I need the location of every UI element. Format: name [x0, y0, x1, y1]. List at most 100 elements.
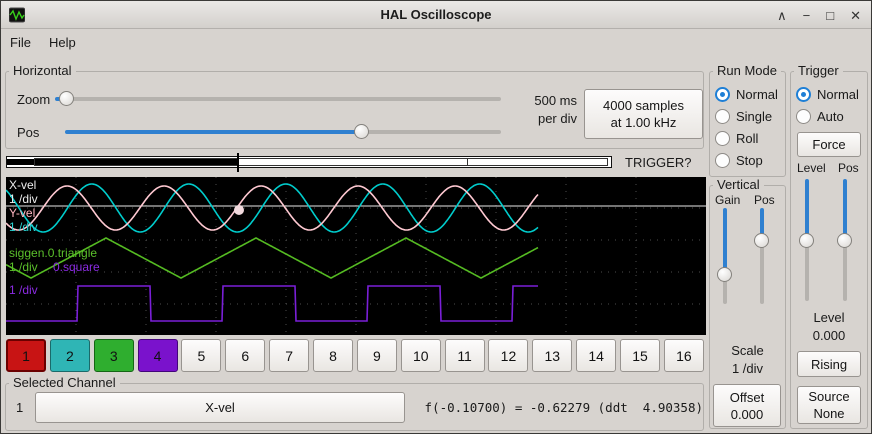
scope-label: Y-vel — [9, 206, 35, 220]
selected-channel-group — [5, 383, 704, 431]
trigger-level-slider-label: Level — [797, 161, 826, 175]
gain-slider-handle[interactable] — [717, 267, 732, 282]
vertical-pos-slider-track[interactable] — [760, 208, 764, 304]
offset-line2: 0.000 — [730, 406, 764, 422]
channel-button-16[interactable]: 16 — [663, 339, 704, 372]
channel-button-14[interactable]: 14 — [576, 339, 617, 372]
channel-button-4[interactable]: 4 — [137, 339, 178, 372]
trigger-pos-slider-label: Pos — [838, 161, 859, 175]
radio-icon[interactable] — [715, 130, 730, 146]
shade-button[interactable]: ∧ — [777, 7, 787, 23]
channel-readout: f(-0.10700) = -0.62279 (ddt 4.90358) — [424, 400, 703, 415]
channel-button-7[interactable]: 7 — [269, 339, 310, 372]
channel-button-13[interactable]: 13 — [532, 339, 573, 372]
minimize-button[interactable]: − — [802, 7, 811, 23]
channel-button-10[interactable]: 10 — [400, 339, 441, 372]
radio-icon[interactable] — [796, 86, 811, 102]
record-window-edge — [467, 158, 468, 166]
radio-icon[interactable] — [715, 86, 730, 102]
horizontal-group-title: Horizontal — [9, 64, 76, 78]
trigger-level-value: 0.000 — [812, 328, 846, 343]
radio-icon[interactable] — [796, 108, 811, 124]
gain-slider-label: Gain — [715, 193, 741, 207]
channel-row: 1 2 3 4 5 6 7 8 9 10 11 12 13 14 15 16 — [6, 339, 704, 372]
source-button[interactable]: Source None — [797, 386, 861, 424]
scope-label: 1 /div — [9, 283, 38, 297]
title-bar: HAL Oscilloscope ∧ − □ ✕ — [1, 1, 871, 29]
channel-name-button[interactable]: X-vel — [35, 392, 405, 423]
scope-label: 1 /div — [9, 260, 38, 274]
trigger-pos-slider-handle[interactable] — [837, 233, 852, 248]
radio-label: Normal — [817, 86, 859, 102]
radio-icon[interactable] — [715, 108, 730, 124]
channel-button-3[interactable]: 3 — [93, 339, 134, 372]
channel-button-15[interactable]: 15 — [620, 339, 661, 372]
record-window — [34, 158, 608, 166]
close-button[interactable]: ✕ — [850, 7, 861, 23]
triangle-wave — [6, 237, 539, 279]
x-vel-wave — [6, 183, 539, 233]
vertical-pos-slider-label: Pos — [754, 193, 775, 207]
radio-label: Stop — [736, 152, 763, 168]
channel-button-9[interactable]: 9 — [356, 339, 397, 372]
rising-button[interactable]: Rising — [797, 351, 861, 377]
samples-line1: 4000 samples — [603, 98, 684, 113]
scope-label: siggen.0.triangle — [9, 246, 97, 260]
force-button[interactable]: Force — [797, 132, 861, 157]
channel-button-12[interactable]: 12 — [488, 339, 529, 372]
scope-label: 0.square — [53, 260, 100, 274]
selected-channel-number: 1 — [16, 400, 24, 415]
app-icon — [9, 7, 25, 23]
radio-label: Normal — [736, 86, 778, 102]
selected-channel-title: Selected Channel — [9, 376, 120, 390]
channel-button-6[interactable]: 6 — [225, 339, 266, 372]
channel-button-11[interactable]: 11 — [444, 339, 485, 372]
samples-line2: at 1.00 kHz — [610, 115, 677, 130]
pos-slider-handle[interactable] — [354, 124, 369, 139]
menu-file[interactable]: File — [10, 35, 31, 50]
trigger-level-slider-handle[interactable] — [799, 233, 814, 248]
run-mode-roll[interactable]: Roll — [715, 130, 758, 146]
gain-slider-track[interactable] — [723, 208, 727, 304]
radio-label: Single — [736, 108, 773, 124]
menu-bar: File Help — [1, 29, 871, 57]
pos-slider-track[interactable] — [65, 130, 501, 134]
trigger-normal[interactable]: Normal — [796, 86, 859, 102]
scope-label: X-vel — [9, 178, 36, 192]
scope-label: 1 /div — [9, 220, 38, 234]
radio-label: Auto — [817, 108, 844, 124]
zoom-slider-handle[interactable] — [59, 91, 74, 106]
run-mode-stop[interactable]: Stop — [715, 152, 763, 168]
run-mode-single[interactable]: Single — [715, 108, 772, 124]
per-div-line2: per div — [537, 111, 577, 126]
trigger-question-label: TRIGGER? — [625, 155, 692, 170]
trigger-title: Trigger — [794, 64, 843, 78]
channel-button-5[interactable]: 5 — [181, 339, 222, 372]
record-bar — [6, 153, 618, 172]
maximize-button[interactable]: □ — [826, 7, 835, 23]
channel-button-8[interactable]: 8 — [313, 339, 354, 372]
zoom-label: Zoom — [17, 92, 51, 107]
trigger-marker — [234, 205, 244, 215]
run-mode-title: Run Mode — [713, 64, 781, 78]
channel-button-1[interactable]: 1 — [6, 339, 46, 372]
zoom-slider-track[interactable] — [55, 97, 501, 101]
vertical-pos-slider-handle[interactable] — [754, 233, 769, 248]
offset-button[interactable]: Offset 0.000 — [713, 384, 781, 427]
samples-button[interactable]: 4000 samples at 1.00 kHz — [584, 89, 703, 139]
pos-label: Pos — [17, 125, 40, 140]
vertical-title: Vertical — [713, 178, 764, 192]
horizontal-group — [5, 71, 704, 149]
per-div-line1: 500 ms — [534, 93, 577, 108]
window-title: HAL Oscilloscope — [380, 7, 492, 22]
scope-label: 1 /div — [9, 192, 38, 206]
square-wave — [6, 285, 538, 322]
run-mode-normal[interactable]: Normal — [715, 86, 778, 102]
trigger-auto[interactable]: Auto — [796, 108, 844, 124]
channel-button-2[interactable]: 2 — [49, 339, 90, 372]
offset-line1: Offset — [729, 389, 765, 405]
menu-help[interactable]: Help — [48, 35, 76, 50]
radio-icon[interactable] — [715, 152, 730, 168]
